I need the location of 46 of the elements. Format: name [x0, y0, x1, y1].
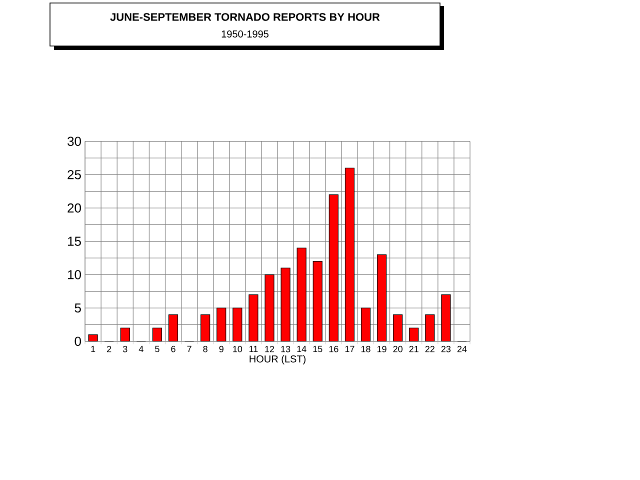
bar — [232, 308, 242, 342]
y-tick-label: 25 — [68, 170, 81, 180]
x-tick-label: 11 — [249, 346, 258, 352]
chart-title: JUNE-SEPTEMBER TORNADO REPORTS BY HOUR — [110, 13, 380, 21]
x-tick-label: 6 — [171, 346, 176, 352]
x-tick-label: 1 — [91, 346, 96, 352]
x-tick-label: 7 — [187, 346, 192, 352]
y-tick-label: 5 — [74, 303, 81, 313]
x-tick-label: 4 — [138, 346, 144, 352]
bar — [216, 308, 226, 342]
bar — [168, 314, 178, 342]
x-tick-label: 10 — [233, 346, 242, 352]
x-tick-label: 17 — [345, 346, 354, 352]
bar — [312, 261, 322, 342]
x-tick-label: 9 — [219, 346, 224, 352]
x-tick-label: 12 — [265, 346, 274, 352]
x-axis-title: HOUR (LST) — [250, 355, 306, 364]
bar — [425, 314, 435, 342]
x-tick-label: 21 — [409, 346, 418, 352]
bar — [344, 168, 355, 342]
x-tick-label: 13 — [281, 346, 290, 352]
x-tick-label: 2 — [107, 346, 112, 352]
bar — [376, 254, 387, 342]
x-tick-label: 16 — [329, 346, 338, 352]
x-tick-label: 23 — [441, 346, 451, 352]
y-tick-label: 30 — [68, 136, 81, 146]
y-tick-label: 0 — [74, 336, 81, 346]
bar — [360, 308, 371, 342]
x-tick-label: 14 — [297, 346, 306, 352]
x-tick-label: 3 — [122, 346, 128, 352]
chart-subtitle: 1950-1995 — [222, 30, 268, 38]
x-tick-label: 8 — [203, 346, 208, 352]
x-tick-label: 18 — [361, 346, 370, 352]
x-tick-label: 24 — [457, 346, 467, 352]
y-tick-label: 15 — [68, 236, 81, 246]
bar — [328, 194, 338, 342]
x-tick-label: 15 — [313, 346, 322, 352]
bar — [200, 314, 210, 342]
y-tick-label: 20 — [68, 203, 81, 213]
bar — [296, 248, 306, 342]
x-tick-label: 22 — [425, 346, 434, 352]
x-tick-label: 19 — [377, 346, 386, 352]
x-tick-label: 5 — [155, 346, 160, 352]
bar — [393, 314, 403, 342]
y-tick-label: 10 — [68, 270, 81, 280]
x-tick-label: 20 — [393, 346, 402, 352]
